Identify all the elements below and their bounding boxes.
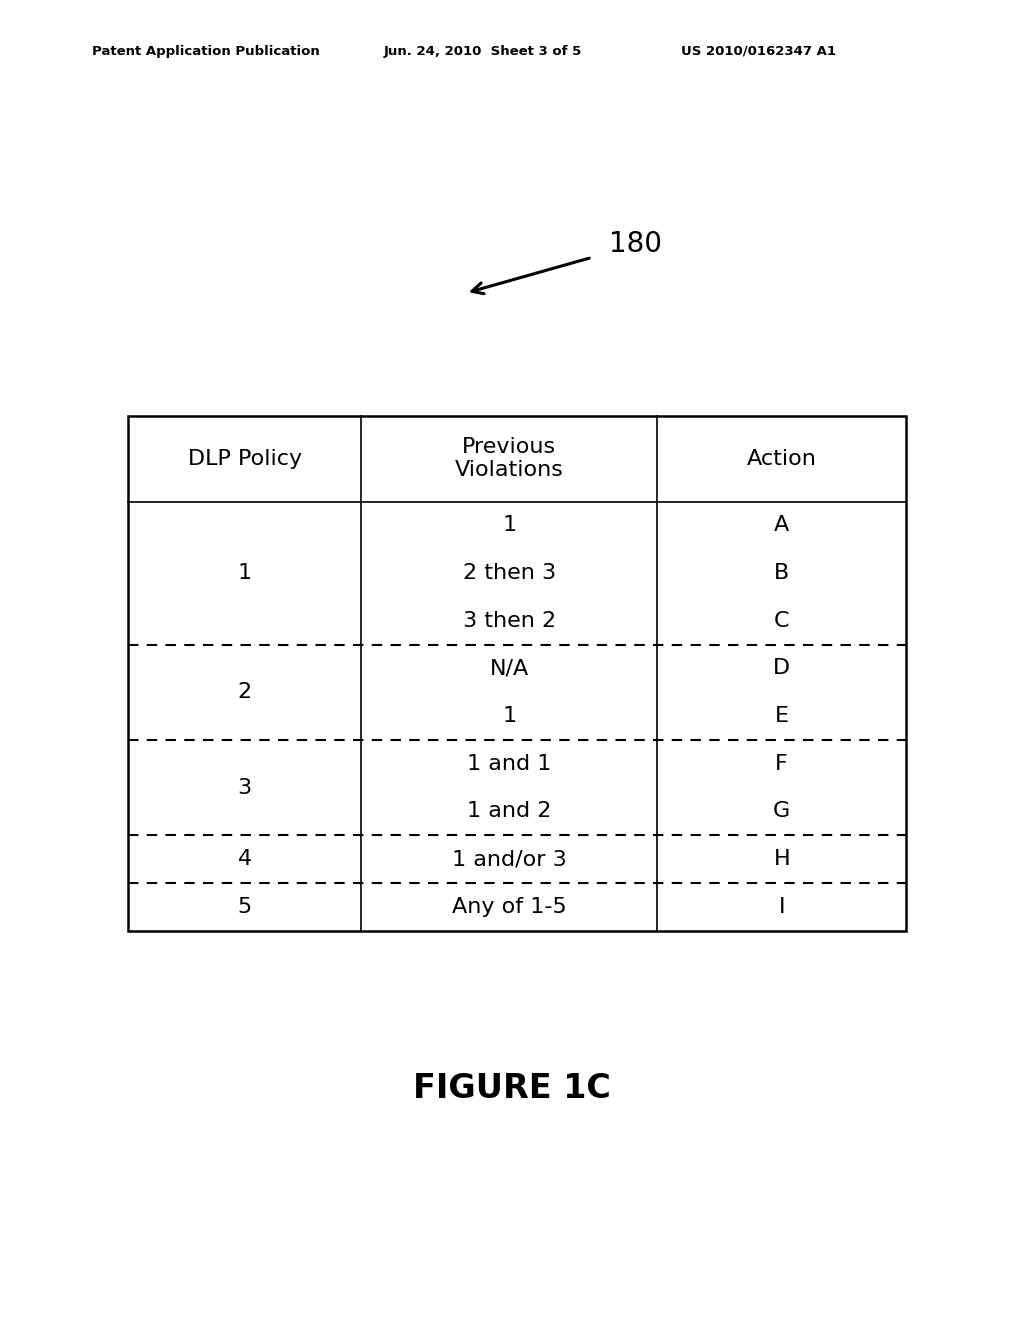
Text: Action: Action	[746, 449, 817, 469]
Text: Patent Application Publication: Patent Application Publication	[92, 45, 319, 58]
Text: B: B	[774, 564, 790, 583]
Text: 3 then 2: 3 then 2	[463, 611, 556, 631]
Text: 1: 1	[503, 706, 516, 726]
Text: 5: 5	[238, 896, 252, 917]
Text: 1 and/or 3: 1 and/or 3	[452, 849, 566, 869]
Text: 1 and 1: 1 and 1	[467, 754, 552, 774]
Text: I: I	[778, 896, 785, 917]
Text: 180: 180	[609, 230, 663, 259]
Text: E: E	[775, 706, 788, 726]
Text: DLP Policy: DLP Policy	[187, 449, 302, 469]
Text: 2: 2	[238, 682, 252, 702]
Text: H: H	[773, 849, 791, 869]
Text: FIGURE 1C: FIGURE 1C	[413, 1072, 611, 1106]
Text: US 2010/0162347 A1: US 2010/0162347 A1	[681, 45, 836, 58]
Text: Any of 1-5: Any of 1-5	[452, 896, 566, 917]
Text: 2 then 3: 2 then 3	[463, 564, 556, 583]
Text: 3: 3	[238, 777, 252, 797]
Text: N/A: N/A	[489, 659, 529, 678]
Text: F: F	[775, 754, 788, 774]
Text: D: D	[773, 659, 791, 678]
Text: 1: 1	[238, 564, 252, 583]
Text: C: C	[774, 611, 790, 631]
Text: Jun. 24, 2010  Sheet 3 of 5: Jun. 24, 2010 Sheet 3 of 5	[384, 45, 583, 58]
Text: A: A	[774, 515, 790, 536]
Bar	[128, 416, 906, 931]
Text: 1: 1	[503, 515, 516, 536]
Text: G: G	[773, 801, 791, 821]
Text: 1 and 2: 1 and 2	[467, 801, 552, 821]
Text: Previous
Violations: Previous Violations	[455, 437, 564, 480]
Text: 4: 4	[238, 849, 252, 869]
